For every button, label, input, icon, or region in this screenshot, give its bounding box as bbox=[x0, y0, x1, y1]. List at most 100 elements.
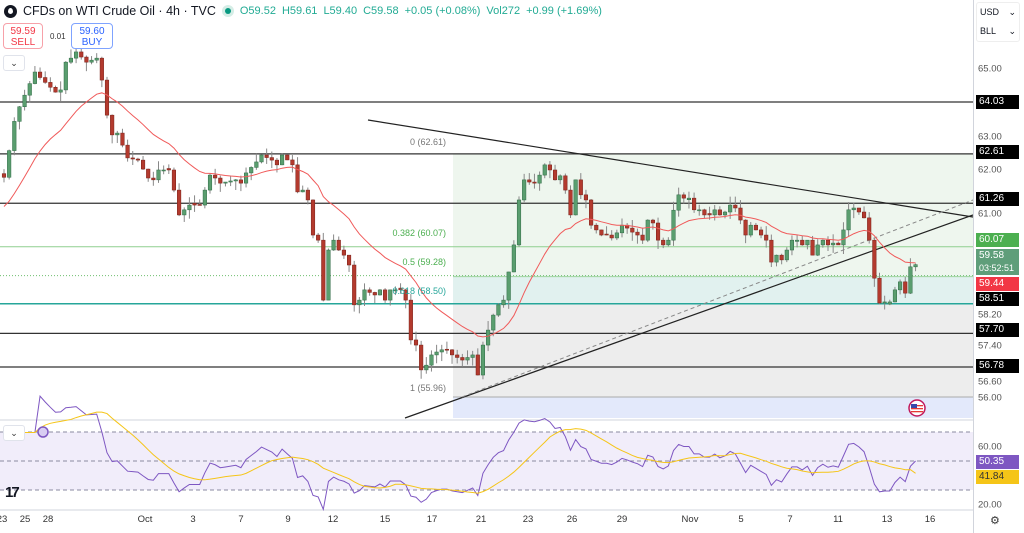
sell-button[interactable]: 59.59 SELL bbox=[3, 23, 43, 49]
candle-down bbox=[383, 289, 388, 301]
candle-up bbox=[748, 224, 753, 236]
candle-down bbox=[120, 132, 125, 146]
candle-up bbox=[542, 164, 547, 176]
candle-down bbox=[692, 197, 697, 211]
candle-down bbox=[104, 79, 110, 116]
last-price: 59.58 bbox=[979, 250, 1005, 261]
time-label: 15 bbox=[379, 514, 391, 525]
candle-up bbox=[156, 169, 161, 181]
buy-price: 59.60 bbox=[79, 26, 105, 37]
candle-up bbox=[722, 211, 728, 216]
candle-down bbox=[305, 189, 310, 201]
candle-down bbox=[398, 287, 403, 291]
collapse-legend-button[interactable]: ⌄ bbox=[3, 55, 25, 71]
candle-down bbox=[316, 234, 321, 241]
price-tick: 62.00 bbox=[978, 164, 1002, 176]
candle-up bbox=[619, 224, 625, 234]
candle-down bbox=[79, 51, 84, 58]
tradingview-logo[interactable]: 17 bbox=[5, 484, 20, 501]
candle-down bbox=[336, 239, 341, 251]
symbol-title[interactable]: CFDs on WTI Crude Oil · 4h · TVC bbox=[23, 4, 216, 18]
candle-up bbox=[393, 289, 398, 292]
candle-down bbox=[862, 211, 867, 219]
time-label: Oct bbox=[137, 514, 153, 525]
candle-up bbox=[357, 299, 362, 306]
ascending-channel-dashed-line bbox=[461, 199, 973, 398]
candle-up bbox=[202, 189, 207, 206]
candle-up bbox=[362, 289, 367, 301]
candle-up bbox=[686, 197, 692, 200]
candle-up bbox=[233, 179, 238, 182]
settings-gear-icon[interactable]: ⚙ bbox=[990, 515, 1000, 527]
candle-down bbox=[635, 231, 640, 236]
candle-down bbox=[372, 292, 377, 296]
time-label: 23 bbox=[0, 514, 8, 525]
candle-down bbox=[589, 199, 594, 226]
time-label: Nov bbox=[681, 514, 699, 525]
candle-up bbox=[898, 281, 903, 291]
candle-down bbox=[759, 229, 764, 236]
fib-label-1: 1 (55.96) bbox=[409, 383, 446, 393]
oil-drop-icon bbox=[4, 4, 17, 18]
price-tick: 61.00 bbox=[978, 208, 1002, 220]
time-label: 16 bbox=[924, 514, 936, 525]
unit-value: BLL bbox=[980, 26, 997, 36]
candle-down bbox=[352, 264, 357, 306]
candle-down bbox=[84, 56, 89, 63]
time-label: 26 bbox=[566, 514, 578, 525]
candle-up bbox=[820, 239, 825, 246]
candle-down bbox=[1, 173, 7, 178]
time-label: 29 bbox=[616, 514, 628, 525]
ohlc-close: C59.58 bbox=[363, 5, 399, 17]
level-badge: 64.03 bbox=[976, 95, 1019, 109]
candle-up bbox=[712, 209, 717, 216]
collapse-rsi-legend-button[interactable]: ⌄ bbox=[3, 425, 25, 441]
buy-button[interactable]: 59.60 BUY bbox=[71, 23, 113, 49]
candle-down bbox=[681, 194, 686, 199]
candle-down bbox=[460, 357, 465, 361]
rsi-tick: 60.00 bbox=[978, 441, 1002, 453]
us-flag-event-icon[interactable] bbox=[908, 399, 926, 417]
candle-up bbox=[486, 329, 491, 346]
ascending-trendline bbox=[404, 214, 973, 419]
candle-up bbox=[892, 289, 898, 303]
candle-up bbox=[501, 299, 506, 306]
candle-up bbox=[161, 169, 166, 172]
currency-selector[interactable]: USD ⌄ BLL ⌄ bbox=[976, 2, 1020, 42]
candle-down bbox=[656, 222, 661, 241]
level-badge: 56.78 bbox=[976, 359, 1019, 373]
price-tick: 65.00 bbox=[978, 63, 1002, 75]
market-open-icon bbox=[221, 5, 234, 17]
unit-dropdown[interactable]: BLL ⌄ bbox=[977, 22, 1019, 41]
candle-up bbox=[12, 121, 17, 151]
candle-down bbox=[403, 289, 408, 301]
candle-down bbox=[197, 204, 202, 206]
candle-up bbox=[913, 264, 918, 268]
candle-down bbox=[836, 242, 841, 246]
candle-up bbox=[887, 301, 892, 305]
candle-up bbox=[774, 254, 779, 263]
candle-up bbox=[244, 172, 249, 184]
candle-up bbox=[280, 154, 285, 166]
candle-down bbox=[213, 174, 218, 179]
candle-down bbox=[779, 254, 784, 261]
price-chart[interactable] bbox=[0, 0, 973, 533]
candle-up bbox=[207, 174, 213, 191]
candle-down bbox=[661, 239, 666, 246]
currency-dropdown[interactable]: USD ⌄ bbox=[977, 3, 1019, 22]
candle-up bbox=[254, 161, 259, 168]
candle-down bbox=[166, 168, 171, 171]
candle-down bbox=[367, 289, 372, 293]
level-badge: 62.61 bbox=[976, 145, 1019, 159]
candle-down bbox=[151, 177, 156, 181]
candle-up bbox=[94, 57, 99, 61]
candle-up bbox=[27, 83, 32, 96]
candle-up bbox=[388, 289, 393, 301]
candle-down bbox=[527, 179, 532, 183]
candle-down bbox=[856, 207, 861, 213]
candle-up bbox=[815, 244, 820, 256]
candle-down bbox=[877, 277, 882, 304]
candle-down bbox=[218, 177, 223, 184]
candle-down bbox=[903, 281, 908, 294]
fib-zone-extension bbox=[453, 396, 973, 418]
